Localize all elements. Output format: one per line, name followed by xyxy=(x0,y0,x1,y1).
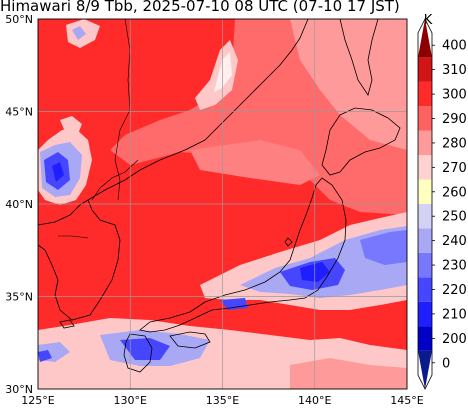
colorbar-segment xyxy=(418,326,432,351)
cloud-band-east xyxy=(360,230,407,265)
cloud-region-northeast xyxy=(290,19,407,150)
colorbar-segments xyxy=(417,18,433,390)
colorbar-tick-label: 290 xyxy=(442,112,467,127)
colorbar-segment xyxy=(418,155,432,180)
colorbar-tick-labels: 0 200 210 220 230 240 250 260 270 280 290 300 310 400 xyxy=(432,39,467,371)
colorbar-unit: K xyxy=(424,13,433,28)
colorbar-segment xyxy=(418,277,432,302)
cold-cluster-manchuria-center xyxy=(52,162,64,182)
cold-spot-nw-core xyxy=(72,26,86,40)
lon-tick-label: 145°E xyxy=(390,394,423,407)
colorbar-tick-label: 0 xyxy=(442,356,450,371)
colorbar-tick-label: 270 xyxy=(442,161,467,176)
colorbar-segment xyxy=(418,252,432,278)
colorbar: K 0 200 210 220 230 240 250 260 270 280 290 300 310 4… xyxy=(417,13,467,390)
cloud-band-south-far-west-core xyxy=(38,350,52,362)
lat-tick-label: 30°N xyxy=(5,383,33,396)
colorbar-tick-label: 250 xyxy=(442,210,467,225)
colorbar-tick-label: 400 xyxy=(442,39,467,54)
map-frame xyxy=(37,18,408,390)
cloud-band-south-west-core xyxy=(120,338,170,360)
colorbar-tick-label: 280 xyxy=(442,136,467,151)
lon-tick-label: 135°E xyxy=(206,394,239,407)
colorbar-segment xyxy=(418,301,432,327)
colorbar-segment xyxy=(418,106,432,131)
colorbar-tick-label: 220 xyxy=(442,283,467,298)
cold-spot-north-korea-border xyxy=(60,116,82,134)
cloud-band-south-mid xyxy=(210,340,290,372)
colorbar-tick-label: 240 xyxy=(442,234,467,249)
cloud-spot-chubu xyxy=(220,298,248,310)
cloud-streak-top-core xyxy=(214,52,232,92)
lat-tick-label: 45°N xyxy=(5,106,33,119)
lon-tick-labels: 125°E 130°E 135°E 140°E 145°E xyxy=(21,394,423,407)
colorbar-segment xyxy=(418,57,432,82)
lat-tick-label: 50°N xyxy=(5,13,33,26)
cloud-band-south-east xyxy=(290,358,407,389)
colorbar-tick-label: 230 xyxy=(442,259,467,274)
land-borders xyxy=(58,19,139,239)
colorbar-tick-label: 210 xyxy=(442,307,467,322)
colorbar-tick-label: 200 xyxy=(442,332,467,347)
lon-tick-label: 140°E xyxy=(298,394,331,407)
colorbar-segment xyxy=(418,228,432,253)
gridlines xyxy=(38,19,407,389)
lon-tick-label: 125°E xyxy=(21,394,54,407)
colorbar-tick-label: 310 xyxy=(442,63,467,78)
colorbar-tick-label: 300 xyxy=(442,88,467,103)
lat-tick-label: 35°N xyxy=(5,291,33,304)
map-panel xyxy=(38,19,407,389)
lat-tick-label: 40°N xyxy=(5,198,33,211)
lat-tick-labels: 30°N 35°N 40°N 45°N 50°N xyxy=(5,13,33,396)
lon-tick-label: 130°E xyxy=(114,394,147,407)
colorbar-segment xyxy=(418,19,432,58)
colorbar-outline xyxy=(417,18,433,390)
colorbar-segment xyxy=(418,179,432,204)
colorbar-segment xyxy=(418,81,432,107)
colorbar-segment xyxy=(418,130,432,156)
map-title: Himawari 8/9 Tbb, 2025-07-10 08 UTC (07-… xyxy=(0,0,400,15)
colorbar-tick-label: 260 xyxy=(442,185,467,200)
colorbar-segment xyxy=(418,204,432,229)
colorbar-segment xyxy=(418,350,432,389)
